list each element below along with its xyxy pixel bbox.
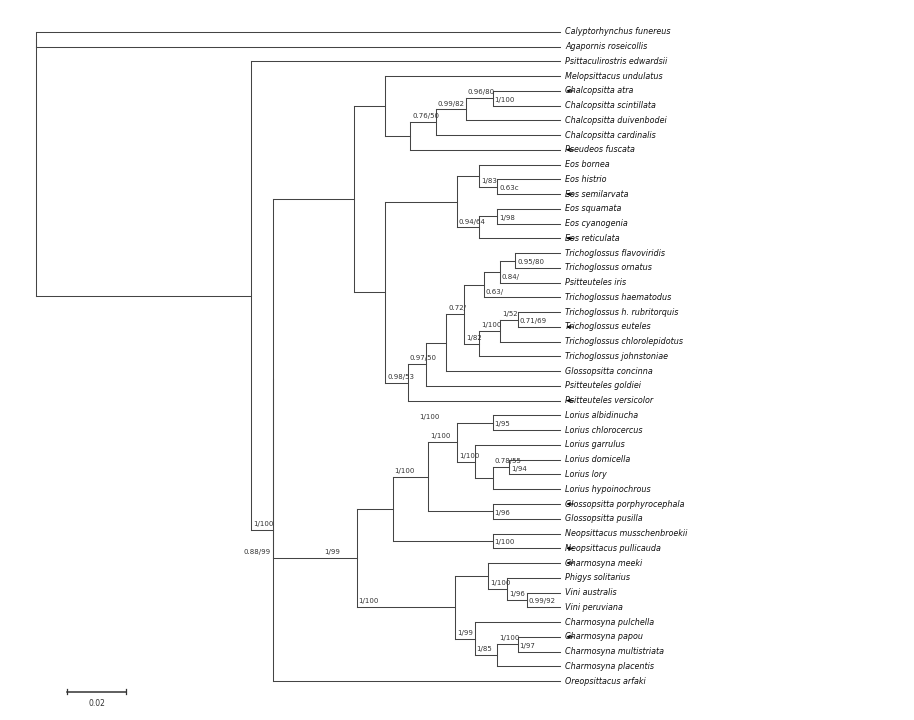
Text: 1/100: 1/100 xyxy=(494,539,515,546)
Text: Pseudeos fuscata: Pseudeos fuscata xyxy=(566,145,635,154)
Text: Trichoglossus flavoviridis: Trichoglossus flavoviridis xyxy=(566,248,665,258)
Text: Charmosyna multistriata: Charmosyna multistriata xyxy=(566,647,664,656)
Text: 1/98: 1/98 xyxy=(499,215,515,221)
Text: Chalcopsitta duivenbodei: Chalcopsitta duivenbodei xyxy=(566,116,667,125)
Text: Trichoglossus h. rubritorquis: Trichoglossus h. rubritorquis xyxy=(566,307,679,317)
Text: 0.72/: 0.72/ xyxy=(448,305,466,311)
Text: Vini australis: Vini australis xyxy=(566,588,617,597)
Text: 0.63/: 0.63/ xyxy=(485,289,504,294)
Text: Charmosyna papou: Charmosyna papou xyxy=(566,632,643,642)
Text: 0.78/55: 0.78/55 xyxy=(494,459,522,464)
Text: Lorius lory: Lorius lory xyxy=(566,470,607,479)
Text: 1/99: 1/99 xyxy=(457,630,473,636)
Text: 0.84/: 0.84/ xyxy=(502,274,520,280)
Text: Oreopsittacus arfaki: Oreopsittacus arfaki xyxy=(566,677,646,685)
Text: 1/94: 1/94 xyxy=(511,466,526,472)
Text: 1/100: 1/100 xyxy=(459,453,479,459)
Text: Trichoglossus chlorolepidotus: Trichoglossus chlorolepidotus xyxy=(566,337,684,346)
Text: Chalcopsitta scintillata: Chalcopsitta scintillata xyxy=(566,102,656,110)
Text: Lorius albidinucha: Lorius albidinucha xyxy=(566,411,639,420)
Text: Vini peruviana: Vini peruviana xyxy=(566,603,623,612)
Text: 0.96/80: 0.96/80 xyxy=(468,89,494,96)
Text: 0.02: 0.02 xyxy=(88,698,105,708)
Text: 1/100: 1/100 xyxy=(430,433,451,439)
Text: Chalcopsitta atra: Chalcopsitta atra xyxy=(566,86,633,96)
Text: Neopsittacus pullicauda: Neopsittacus pullicauda xyxy=(566,544,661,553)
Text: 1/100: 1/100 xyxy=(394,468,415,474)
Text: Psitteuteles iris: Psitteuteles iris xyxy=(566,278,626,287)
Text: 1/100: 1/100 xyxy=(499,635,519,642)
Text: Eos semilarvata: Eos semilarvata xyxy=(566,189,629,199)
Text: 1/100: 1/100 xyxy=(494,97,515,103)
Text: 0.71/69: 0.71/69 xyxy=(520,318,547,324)
Text: 0.99/92: 0.99/92 xyxy=(528,598,556,605)
Text: Glossopsitta pusilla: Glossopsitta pusilla xyxy=(566,514,643,523)
Text: 1/100: 1/100 xyxy=(490,580,511,586)
Text: Lorius hypoinochrous: Lorius hypoinochrous xyxy=(566,485,651,494)
Text: Charmosyna placentis: Charmosyna placentis xyxy=(566,662,654,671)
Text: Neopsittacus musschenbroekii: Neopsittacus musschenbroekii xyxy=(566,529,687,538)
Text: 1/82: 1/82 xyxy=(466,335,482,341)
Text: Psitteuteles goldiei: Psitteuteles goldiei xyxy=(566,382,642,390)
Text: Chalcopsitta cardinalis: Chalcopsitta cardinalis xyxy=(566,130,656,140)
Text: 0.88/99: 0.88/99 xyxy=(244,549,271,555)
Text: 1/100: 1/100 xyxy=(420,414,440,420)
Text: 1/100: 1/100 xyxy=(358,598,378,605)
Text: Psitteuteles versicolor: Psitteuteles versicolor xyxy=(566,396,654,405)
Text: 0.95/80: 0.95/80 xyxy=(517,259,544,265)
Text: Calyptorhynchus funereus: Calyptorhynchus funereus xyxy=(566,27,671,37)
Text: 0.97/50: 0.97/50 xyxy=(409,356,437,361)
Text: 0.94/64: 0.94/64 xyxy=(459,219,485,225)
Text: Melopsittacus undulatus: Melopsittacus undulatus xyxy=(566,72,663,81)
Text: 0.98/53: 0.98/53 xyxy=(388,374,414,379)
Text: 0.63c: 0.63c xyxy=(499,185,519,192)
Text: 0.76/50: 0.76/50 xyxy=(412,114,440,120)
Text: 1/97: 1/97 xyxy=(520,643,536,649)
Text: Eos cyanogenia: Eos cyanogenia xyxy=(566,219,628,228)
Text: Charmosyna meeki: Charmosyna meeki xyxy=(566,559,643,567)
Text: 1/100: 1/100 xyxy=(481,322,502,328)
Text: Lorius domicella: Lorius domicella xyxy=(566,455,631,464)
Text: Eos reticulata: Eos reticulata xyxy=(566,234,620,243)
Text: Eos histrio: Eos histrio xyxy=(566,175,607,184)
Text: Trichoglossus haematodus: Trichoglossus haematodus xyxy=(566,293,672,302)
Text: Glossopsitta porphyrocephala: Glossopsitta porphyrocephala xyxy=(566,500,685,508)
Text: Trichoglossus euteles: Trichoglossus euteles xyxy=(566,323,651,331)
Text: Agapornis roseicollis: Agapornis roseicollis xyxy=(566,42,648,51)
Text: Lorius chlorocercus: Lorius chlorocercus xyxy=(566,426,643,435)
Text: Trichoglossus johnstoniae: Trichoglossus johnstoniae xyxy=(566,352,668,361)
Text: 0.99/82: 0.99/82 xyxy=(437,101,464,107)
Text: Eos bornea: Eos bornea xyxy=(566,160,610,169)
Text: Glossopsitta concinna: Glossopsitta concinna xyxy=(566,366,654,376)
Text: Lorius garrulus: Lorius garrulus xyxy=(566,441,625,449)
Text: Psittaculirostris edwardsii: Psittaculirostris edwardsii xyxy=(566,57,667,66)
Text: 1/100: 1/100 xyxy=(253,521,273,527)
Text: 1/52: 1/52 xyxy=(502,311,517,317)
Text: 1/99: 1/99 xyxy=(324,549,340,555)
Text: 1/83: 1/83 xyxy=(481,178,497,184)
Text: Charmosyna pulchella: Charmosyna pulchella xyxy=(566,618,654,626)
Text: Trichoglossus ornatus: Trichoglossus ornatus xyxy=(566,264,653,272)
Text: 1/96: 1/96 xyxy=(494,510,511,516)
Text: 1/95: 1/95 xyxy=(494,421,510,428)
Text: Eos squamata: Eos squamata xyxy=(566,204,622,213)
Text: Phigys solitarius: Phigys solitarius xyxy=(566,573,631,582)
Text: 1/96: 1/96 xyxy=(509,591,525,597)
Text: 1/85: 1/85 xyxy=(477,647,493,652)
